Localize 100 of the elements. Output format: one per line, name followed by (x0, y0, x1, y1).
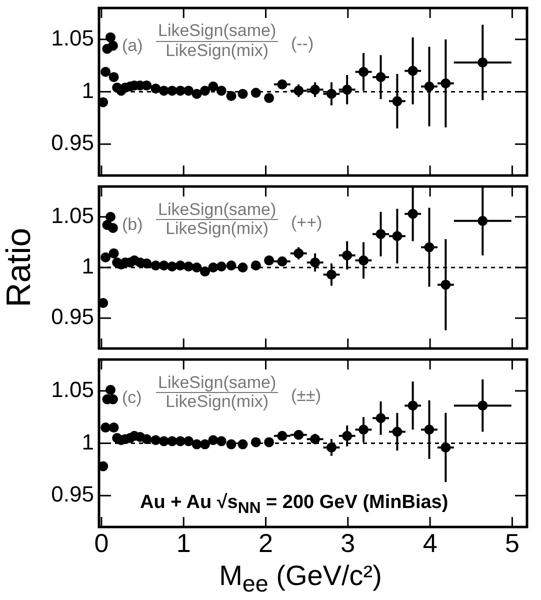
point (238, 262, 248, 272)
point (99, 97, 108, 108)
annotation: (a) (122, 36, 143, 55)
point (392, 426, 402, 437)
point (226, 90, 236, 101)
point (310, 84, 320, 95)
x-tick-label: 1 (176, 528, 191, 558)
point (392, 231, 402, 242)
point (150, 435, 161, 446)
point (142, 258, 152, 268)
point (310, 434, 320, 444)
annotation: LikeSign(mix) (166, 219, 269, 238)
point (216, 436, 226, 446)
x-axis-title: M$_{ee}$ (GeV/c²) (218, 560, 383, 597)
x-tick-label: 4 (422, 528, 438, 558)
point (142, 80, 152, 90)
point (250, 260, 261, 270)
point (310, 257, 320, 268)
point (326, 88, 336, 99)
point (358, 66, 369, 77)
point (216, 261, 226, 272)
point (440, 442, 451, 452)
annotation: (b) (122, 214, 143, 234)
point (100, 422, 111, 433)
y-tick-label: 1 (82, 429, 94, 454)
point (106, 32, 116, 42)
point (238, 439, 248, 450)
point (326, 442, 336, 452)
y-axis-title: Ratio (0, 228, 38, 308)
point (208, 435, 218, 446)
point (216, 86, 226, 96)
point (108, 40, 118, 51)
point (200, 266, 210, 277)
point (226, 439, 236, 450)
point (167, 86, 178, 96)
x-tick-label: 3 (340, 528, 356, 558)
point (184, 86, 194, 96)
annotation: (±±) (291, 386, 321, 404)
point (277, 430, 288, 441)
point (192, 439, 202, 450)
y-tick-label: 1.05 (51, 202, 94, 228)
point (226, 260, 236, 270)
point (342, 84, 352, 95)
point (358, 424, 369, 435)
annotation: LikeSign(same) (156, 21, 278, 42)
point (108, 223, 118, 234)
point (424, 82, 434, 92)
point (167, 436, 178, 446)
x-tick-label: 0 (94, 528, 109, 558)
point (175, 436, 186, 446)
annotation: LikeSign(same) (156, 200, 278, 220)
point (184, 261, 194, 272)
point (326, 270, 336, 280)
point (238, 88, 248, 99)
annotation: (c) (122, 388, 142, 406)
point (342, 430, 352, 441)
point (106, 212, 116, 222)
point (478, 400, 488, 411)
point (277, 256, 288, 266)
y-tick-label: 0.95 (51, 304, 94, 330)
point (424, 242, 434, 252)
point (294, 430, 304, 440)
point (478, 216, 488, 226)
annotation: LikeSign(mix) (166, 40, 269, 60)
point (192, 262, 202, 272)
point (175, 86, 186, 96)
point (408, 208, 418, 219)
point (158, 86, 169, 96)
x-tick-label: 2 (258, 528, 273, 558)
point (358, 255, 369, 266)
x-tick-label: 5 (504, 528, 520, 558)
point (440, 78, 451, 88)
point (100, 66, 111, 77)
point (150, 260, 161, 270)
point (100, 252, 111, 262)
annotation: Au + Au √s$_{NN}$ = 200 GeV (MinBias) (140, 492, 448, 518)
point (478, 57, 488, 68)
point (158, 260, 169, 270)
point (408, 400, 418, 411)
y-tick-label: 1 (82, 78, 94, 103)
y-tick-label: 1.05 (51, 376, 94, 402)
point (208, 262, 218, 272)
y-tick-label: 1.05 (51, 25, 94, 50)
point (192, 88, 202, 99)
point (175, 260, 186, 270)
point (99, 461, 108, 472)
point (158, 436, 169, 446)
point (408, 66, 418, 76)
point (264, 437, 274, 448)
point (142, 434, 152, 444)
point (277, 79, 288, 90)
point (376, 229, 386, 240)
point (376, 413, 386, 424)
annotation: (--) (291, 34, 314, 53)
point (392, 96, 402, 106)
annotation: (++) (291, 212, 322, 232)
point (424, 424, 434, 435)
point (200, 439, 210, 450)
point (108, 422, 119, 433)
point (264, 255, 274, 266)
